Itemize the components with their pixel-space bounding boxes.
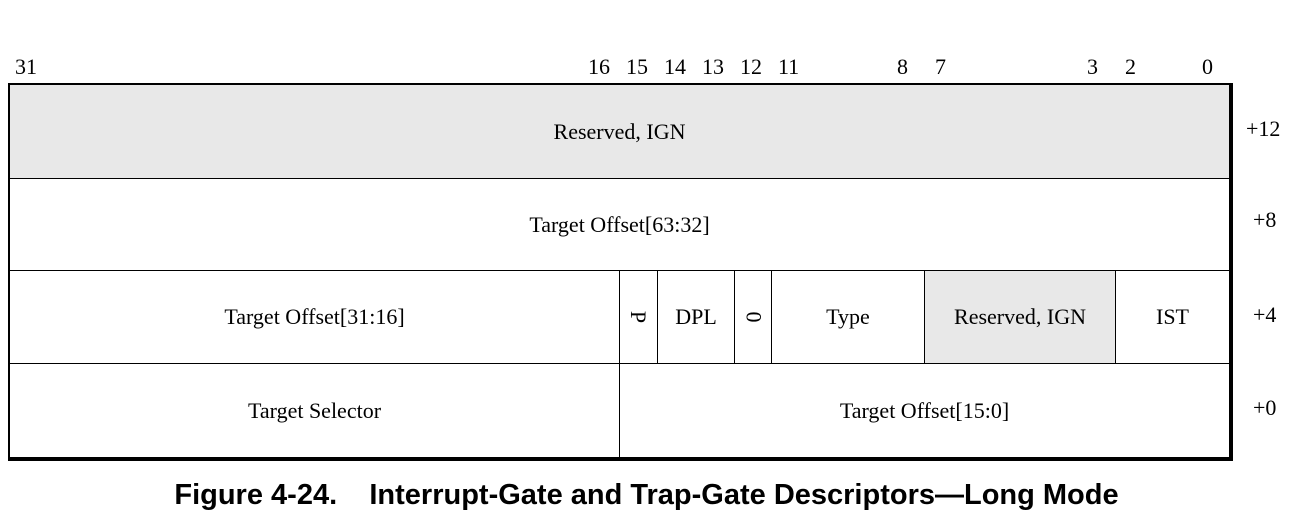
field-divider: [619, 364, 620, 457]
row-divider: [10, 363, 1229, 364]
descriptor-table: Reserved, IGN Target Offset[63:32] Targe…: [8, 83, 1233, 461]
row-4-ist-field: IST: [1116, 271, 1229, 363]
row-8-target-offset-label: Target Offset[63:32]: [529, 211, 710, 237]
offset-label-12: +12: [1246, 116, 1281, 141]
bit-number-12: 12: [740, 54, 762, 79]
bit-number-0: 0: [1202, 54, 1213, 79]
field-divider: [619, 271, 620, 363]
bit-number-11: 11: [778, 54, 800, 79]
row-4-present-bit-field: P: [620, 271, 657, 363]
offset-label-4: +4: [1253, 302, 1277, 327]
bit-number-13: 13: [702, 54, 724, 79]
row-4-reserved-label: Reserved, IGN: [954, 304, 1086, 329]
row-divider: [10, 270, 1229, 271]
row-4-zero-bit-label: 0: [741, 311, 766, 323]
bit-number-8: 8: [897, 54, 908, 79]
row-0-target-offset-low-label: Target Offset[15:0]: [839, 397, 1010, 423]
row-4-zero-bit-field: 0: [735, 271, 771, 363]
field-divider: [657, 271, 658, 363]
figure-title: Interrupt-Gate and Trap-Gate Descriptors…: [369, 479, 1119, 511]
field-divider: [924, 271, 925, 363]
row-divider: [10, 178, 1229, 179]
row-12-reserved-label: Reserved, IGN: [553, 118, 686, 144]
bit-number-16: 16: [588, 54, 610, 79]
row-4-dpl-label: DPL: [675, 304, 717, 329]
row-0-target-selector-field: Target Selector: [10, 364, 619, 457]
bit-number-14: 14: [664, 54, 686, 79]
row-4-type-field: Type: [772, 271, 924, 363]
field-divider: [771, 271, 772, 363]
row-4-dpl-field: DPL: [658, 271, 734, 363]
offset-label-0: +0: [1253, 395, 1277, 420]
row-4-target-offset-high-field: Target Offset[31:16]: [10, 271, 619, 363]
row-4-present-bit-label: P: [626, 310, 652, 324]
row-4-target-offset-high-label: Target Offset[31:16]: [224, 304, 405, 329]
bit-number-31: 31: [15, 54, 37, 79]
bit-number-7: 7: [935, 54, 946, 79]
row-4-ist-label: IST: [1156, 304, 1189, 329]
row-4-type-label: Type: [826, 304, 870, 329]
offset-label-8: +8: [1253, 207, 1277, 232]
row-4-reserved-field: Reserved, IGN: [925, 271, 1115, 363]
row-0-target-offset-low-field: Target Offset[15:0]: [620, 364, 1229, 457]
row-0-target-selector-label: Target Selector: [247, 397, 382, 423]
bit-number-2: 2: [1125, 54, 1136, 79]
bit-number-3: 3: [1087, 54, 1098, 79]
field-divider: [734, 271, 735, 363]
row-8-target-offset-field: Target Offset[63:32]: [10, 179, 1229, 270]
figure-number: Figure 4-24.: [174, 479, 338, 511]
field-divider: [1115, 271, 1116, 363]
figure-caption: Figure 4-24. Interrupt-Gate and Trap-Gat…: [0, 477, 1293, 513]
bit-number-15: 15: [626, 54, 648, 79]
row-12-reserved-field: Reserved, IGN: [10, 85, 1229, 178]
